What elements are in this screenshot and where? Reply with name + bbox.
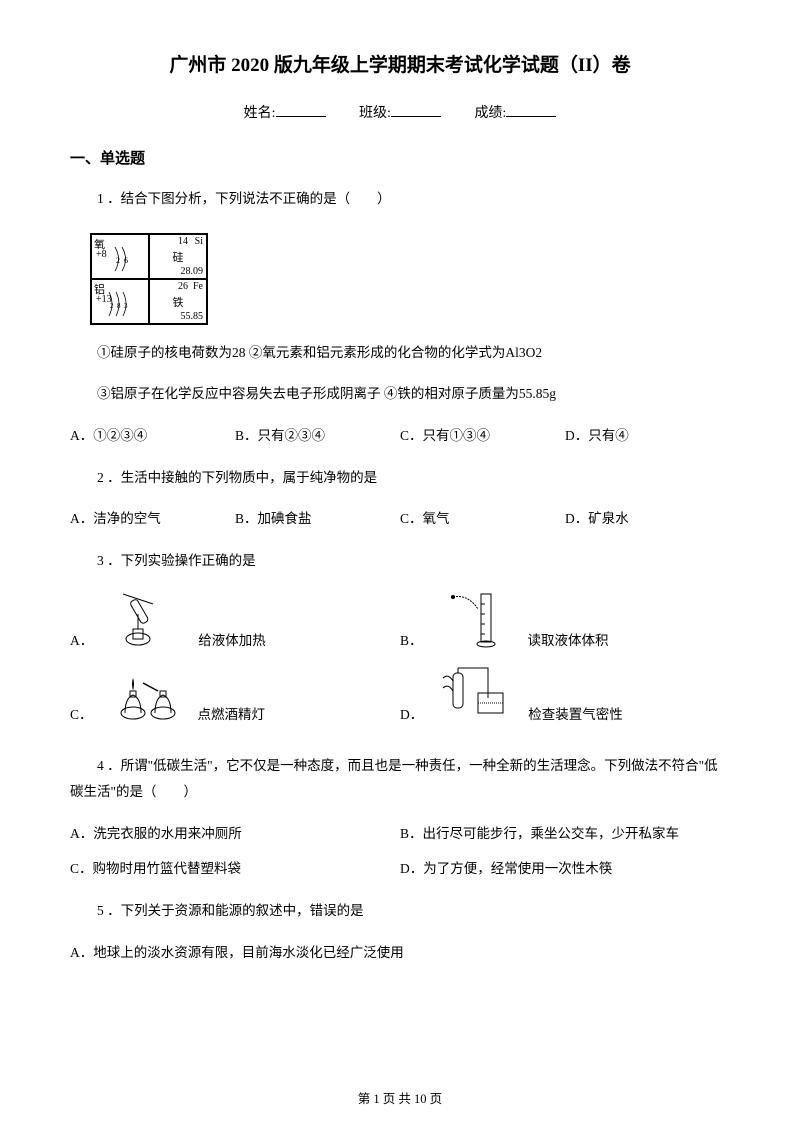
q5-opt-a: A．地球上的淡水资源有限，目前海水淡化已经广泛使用: [70, 940, 730, 966]
svg-text:3: 3: [124, 302, 128, 310]
svg-text:8: 8: [117, 302, 121, 310]
score-label: 成绩:: [474, 106, 506, 121]
class-blank: [391, 116, 441, 117]
exam-title: 广州市 2020 版九年级上学期期末考试化学试题（II）卷: [70, 50, 730, 77]
svg-text:2: 2: [110, 302, 114, 310]
airtightness-check-icon: [438, 663, 518, 723]
cell-aluminum: 铝 +13 2 8 3: [91, 279, 149, 324]
q1-line2: ①硅原子的核电荷数为28 ②氧元素和铝元素形成的化合物的化学式为Al3O2: [70, 340, 730, 366]
q3-opt-c: C． 点燃酒精灯: [70, 663, 400, 723]
q1-options: A．①②③④ B．只有②③④ C．只有①③④ D．只有④: [70, 423, 730, 449]
graduated-cylinder-icon: [438, 589, 518, 649]
q4-opt-a: A．洗完衣服的水用来冲厕所: [70, 821, 400, 847]
lighting-lamp-icon: [108, 663, 188, 723]
class-label: 班级:: [359, 106, 391, 121]
q3-opt-a: A． 给液体加热: [70, 589, 400, 649]
q2-opt-a: A．洁净的空气: [70, 506, 235, 532]
q4-opt-d: D．为了方便，经常使用一次性木筷: [400, 856, 730, 882]
cell-iron: Fe 26 铁 55.85: [149, 279, 207, 324]
q1-line3: ③铝原子在化学反应中容易失去电子形成阴离子 ④铁的相对原子质量为55.85g: [70, 381, 730, 407]
q4-opt-c: C．购物时用竹篮代替塑料袋: [70, 856, 400, 882]
student-info-line: 姓名: 班级: 成绩:: [70, 102, 730, 122]
q2-opt-c: C．氧气: [400, 506, 565, 532]
q2-options: A．洁净的空气 B．加碘食盐 C．氧气 D．矿泉水: [70, 506, 730, 532]
q4-stem: 4 ．所谓"低碳生活"，它不仅是一种态度，而且也是一种责任，一种全新的生活理念。…: [70, 753, 730, 804]
svg-text:2: 2: [116, 256, 120, 265]
q1-opt-c: C．只有①③④: [400, 423, 565, 449]
q2-opt-d: D．矿泉水: [565, 506, 730, 532]
al-shells-icon: 2 8 3: [106, 290, 140, 318]
q1-opt-b: B．只有②③④: [235, 423, 400, 449]
q3-opt-b: B． 读取液体体积: [400, 589, 730, 649]
q3-stem: 3 ．下列实验操作正确的是: [70, 548, 730, 574]
score-blank: [506, 116, 556, 117]
oxygen-shells-icon: 2 6: [110, 245, 140, 273]
periodic-table-diagram: 氧 +8 2 6 Si 14 硅 28.09 铝 +13 2 8: [90, 233, 208, 325]
cell-oxygen: 氧 +8 2 6: [91, 234, 149, 279]
q1-opt-a: A．①②③④: [70, 423, 235, 449]
q2-stem: 2 ．生活中接触的下列物质中，属于纯净物的是: [70, 465, 730, 491]
cell-silicon: Si 14 硅 28.09: [149, 234, 207, 279]
heating-liquid-icon: [108, 589, 188, 649]
q4-options: A．洗完衣服的水用来冲厕所 B．出行尽可能步行，乘坐公交车，少开私家车 C．购物…: [70, 821, 730, 882]
svg-text:6: 6: [124, 256, 128, 265]
q1-stem: 1 ．结合下图分析，下列说法不正确的是（ ）: [70, 186, 730, 212]
name-blank: [276, 116, 326, 117]
q4-opt-b: B．出行尽可能步行，乘坐公交车，少开私家车: [400, 821, 730, 847]
section-1-title: 一、单选题: [70, 147, 730, 168]
q3-opt-d: D． 检查装置气密性: [400, 663, 730, 723]
name-label: 姓名:: [244, 106, 276, 121]
q2-opt-b: B．加碘食盐: [235, 506, 400, 532]
page-footer: 第 1 页 共 10 页: [0, 1088, 800, 1107]
q1-opt-d: D．只有④: [565, 423, 730, 449]
q3-options: A． 给液体加热 B． 读取液体体: [70, 589, 730, 737]
q5-stem: 5 ．下列关于资源和能源的叙述中，错误的是: [70, 898, 730, 924]
